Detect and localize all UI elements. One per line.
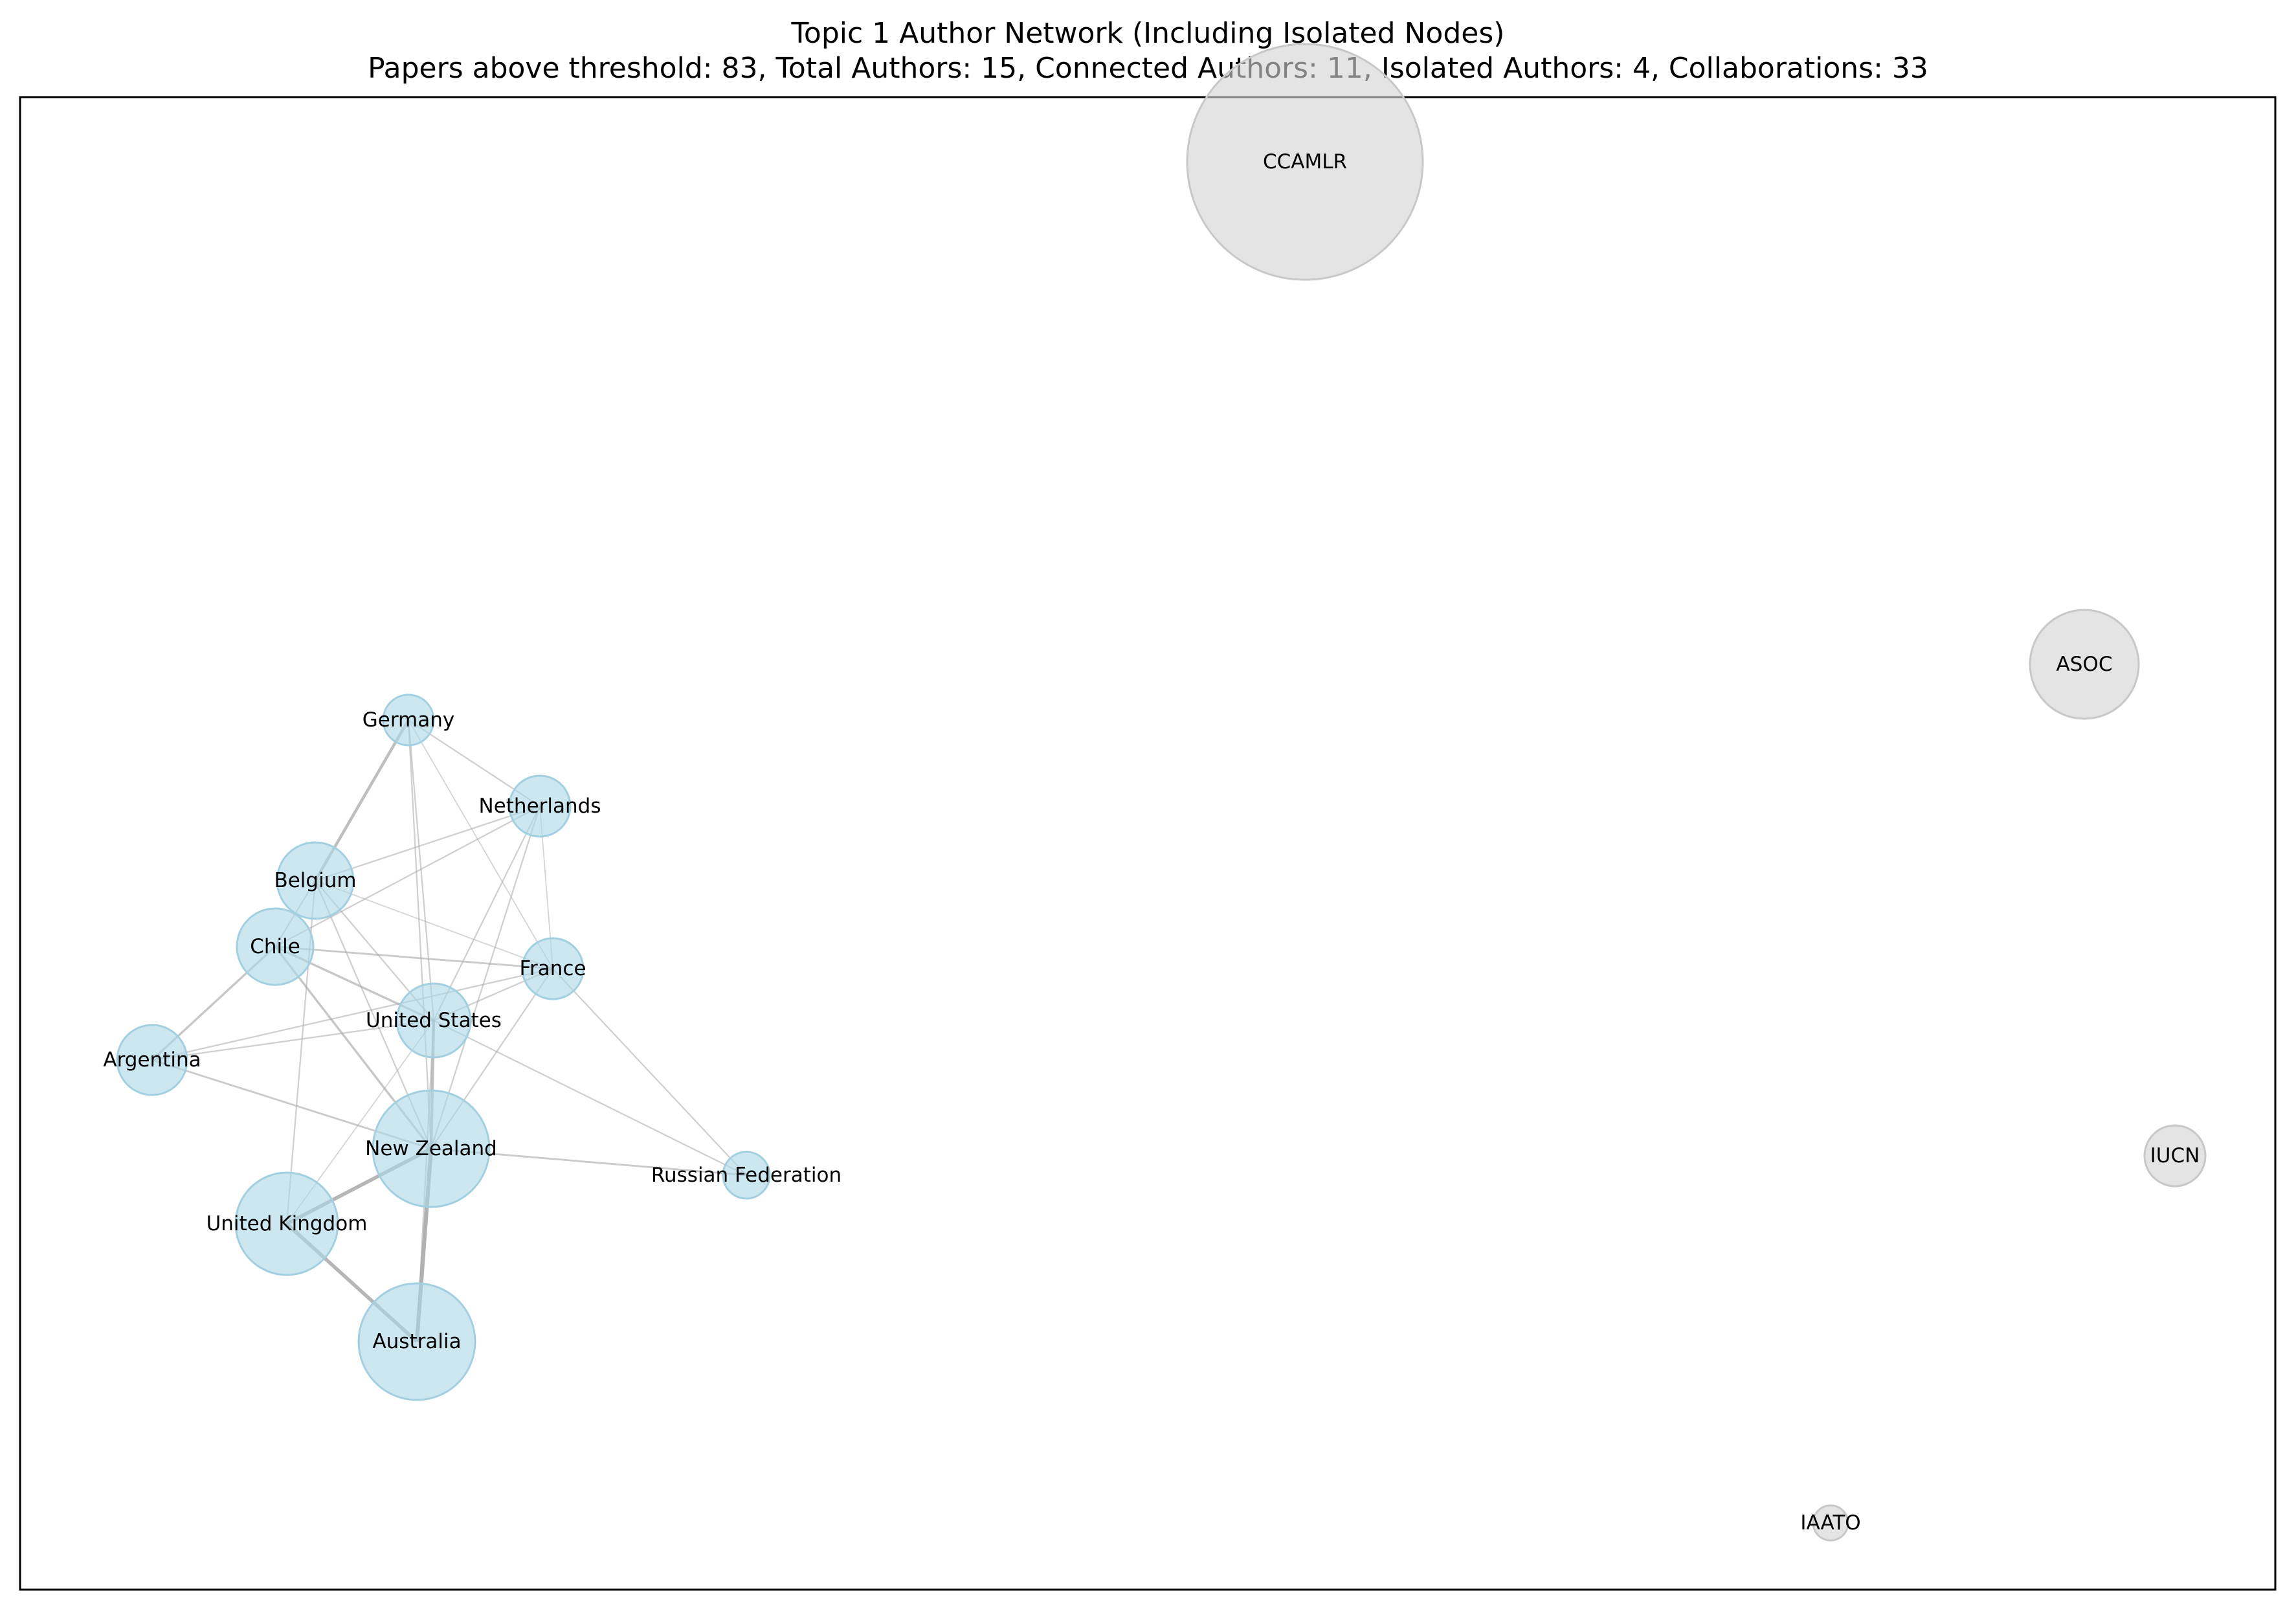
node-asoc[interactable] bbox=[2029, 609, 2140, 720]
node-russian-federation[interactable] bbox=[722, 1151, 771, 1200]
node-australia[interactable] bbox=[357, 1282, 476, 1401]
edge-netherlands-united-states bbox=[432, 806, 541, 1021]
edge-united-states-russian-federation bbox=[433, 1019, 747, 1177]
node-label-france: France bbox=[519, 957, 586, 980]
node-label-chile: Chile bbox=[250, 935, 300, 958]
node-label-argentina: Argentina bbox=[103, 1048, 201, 1072]
node-label-iucn: IUCN bbox=[2150, 1144, 2200, 1167]
node-label-united-kingdom: United Kingdom bbox=[206, 1212, 368, 1235]
labels-layer: CCAMLR ASOC IUCN IAATO Germany Netherlands Bel… bbox=[103, 150, 2200, 1535]
node-label-new-zealand: New Zealand bbox=[365, 1137, 497, 1160]
node-united-kingdom[interactable] bbox=[234, 1171, 339, 1276]
node-label-netherlands: Netherlands bbox=[479, 794, 601, 818]
node-argentina[interactable] bbox=[116, 1024, 188, 1096]
node-label-russian-federation: Russian Federation bbox=[651, 1164, 841, 1187]
edge-netherlands-new-zealand bbox=[430, 806, 541, 1149]
node-label-asoc: ASOC bbox=[2056, 653, 2113, 676]
edge-germany-france bbox=[408, 719, 553, 969]
node-label-germany: Germany bbox=[362, 708, 454, 732]
node-new-zealand[interactable] bbox=[372, 1089, 491, 1208]
edge-france-russian-federation bbox=[552, 968, 747, 1176]
node-label-australia: Australia bbox=[372, 1330, 461, 1353]
node-label-belgium: Belgium bbox=[274, 869, 356, 892]
node-ccamlr[interactable] bbox=[1186, 43, 1424, 281]
edge-germany-united-states bbox=[407, 719, 435, 1021]
chart-title: Topic 1 Author Network (Including Isolat… bbox=[791, 17, 1505, 50]
edge-netherlands-belgium bbox=[315, 805, 541, 882]
edge-united-states-argentina bbox=[151, 1019, 434, 1061]
node-iaato[interactable] bbox=[1812, 1504, 1849, 1542]
chart-subtitle: Papers above threshold: 83, Total Author… bbox=[368, 52, 1928, 85]
edge-germany-new-zealand bbox=[407, 719, 432, 1149]
node-label-ccamlr: CCAMLR bbox=[1263, 150, 1347, 174]
edge-netherlands-chile bbox=[274, 805, 541, 948]
node-label-iaato: IAATO bbox=[1800, 1511, 1860, 1535]
node-germany[interactable] bbox=[382, 693, 435, 747]
node-netherlands[interactable] bbox=[508, 774, 572, 838]
node-united-states[interactable] bbox=[396, 982, 472, 1059]
node-chile[interactable] bbox=[236, 907, 315, 986]
edge-france-argentina bbox=[151, 967, 553, 1061]
plot-frame bbox=[19, 96, 2277, 1591]
node-belgium[interactable] bbox=[276, 841, 355, 920]
edge-chile-france bbox=[274, 945, 553, 970]
node-france[interactable] bbox=[521, 937, 585, 1000]
node-label-united-states: United States bbox=[366, 1009, 502, 1032]
edge-belgium-france bbox=[315, 880, 553, 969]
nodes-layer bbox=[116, 43, 2207, 1542]
node-iucn[interactable] bbox=[2143, 1124, 2207, 1188]
